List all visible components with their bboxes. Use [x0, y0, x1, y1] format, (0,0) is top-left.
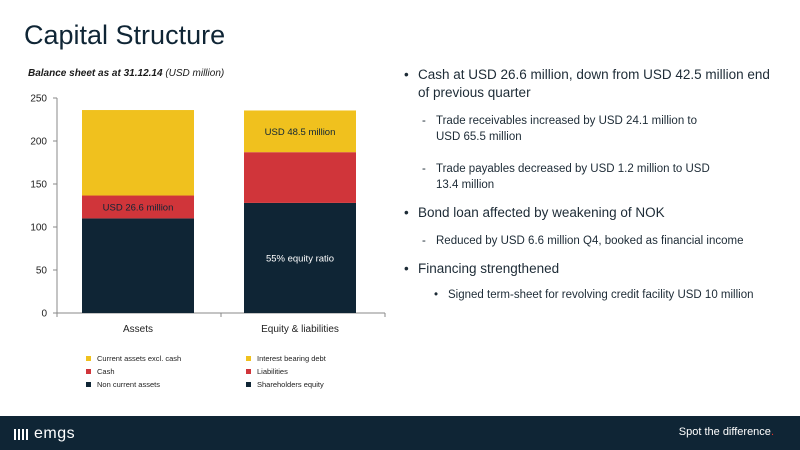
legend-label: Interest bearing debt — [257, 353, 326, 363]
dash-marker: - — [422, 115, 426, 127]
sub-bullet-item: - Trade payables decreased by USD 1.2 mi… — [422, 162, 722, 193]
footer-bar: emgs Spot the difference. — [0, 416, 800, 450]
bar-segment — [244, 152, 356, 203]
x-category-label: Assets — [123, 324, 153, 335]
legend-label: Current assets excl. cash — [97, 353, 182, 363]
bar-segment — [82, 218, 194, 313]
y-tick-label: 250 — [30, 94, 47, 105]
bullet-text: Cash at USD 26.6 million, down from USD … — [418, 67, 770, 100]
bar-segment — [244, 202, 356, 313]
bullet-item: • Financing strengthened — [404, 260, 774, 278]
sub-bullet-item: • Signed term-sheet for revolving credit… — [434, 288, 754, 304]
legend-label: Non current assets — [97, 379, 160, 389]
chart-heading-unit: (USD million) — [165, 68, 225, 79]
y-tick-label: 100 — [30, 223, 47, 234]
data-label: USD 26.6 million — [103, 202, 174, 213]
legend-item: Non current assets — [86, 378, 160, 390]
sub-bullet-text: Trade payables decreased by USD 1.2 mill… — [436, 163, 710, 191]
bullet-marker: • — [404, 261, 409, 276]
y-tick-label: 50 — [36, 266, 48, 277]
legend-item: Shareholders equity — [246, 378, 324, 390]
footer-tagline: Spot the difference. — [679, 426, 774, 438]
y-tick-label: 200 — [30, 137, 47, 148]
logo-text: emgs — [34, 425, 76, 442]
bullet-text: Financing strengthened — [418, 261, 560, 276]
legend-item: Cash — [86, 365, 115, 377]
legend-item: Interest bearing debt — [246, 352, 326, 364]
balance-sheet-chart: 0 50 100 150 200 250 Assets Equity & liabilitie… — [30, 94, 386, 335]
bullet-item: • Cash at USD 26.6 million, down from US… — [404, 66, 774, 101]
bullet-marker: • — [404, 67, 409, 82]
legend-swatch — [246, 381, 251, 387]
sub-bullet-item: - Trade receivables increased by USD 24.… — [422, 114, 722, 145]
sub-bullet-text: Signed term-sheet for revolving credit f… — [448, 289, 754, 301]
legend-swatch — [246, 355, 251, 361]
sub-bullet-text: Reduced by USD 6.6 million Q4, booked as… — [436, 235, 744, 247]
legend-swatch — [86, 381, 91, 387]
chart-heading: Balance sheet as at 31.12.14 (USD millio… — [28, 68, 224, 79]
bullet-marker: • — [404, 205, 409, 220]
legend-swatch — [246, 368, 251, 374]
data-label: USD 48.5 million — [265, 127, 336, 138]
legend-swatch — [86, 355, 91, 361]
tagline-dot: . — [770, 426, 774, 438]
legend-label: Liabilities — [257, 366, 288, 376]
data-label: 55% equity ratio — [266, 253, 334, 264]
legend-label: Shareholders equity — [257, 379, 324, 389]
bar-segment — [82, 110, 194, 196]
bullet-text: Bond loan affected by weakening of NOK — [418, 205, 665, 220]
bar-segment — [82, 195, 194, 219]
emgs-logo: emgs — [14, 425, 75, 443]
slide-title: Capital Structure — [24, 20, 226, 50]
y-tick-label: 0 — [41, 309, 47, 320]
legend-swatch — [86, 368, 91, 374]
bar-segment — [244, 110, 356, 153]
y-tick-label: 150 — [30, 180, 47, 191]
chart-heading-text: Balance sheet as at 31.12.14 — [28, 68, 163, 79]
dash-marker: - — [422, 235, 426, 247]
tagline-text: Spot the difference — [678, 426, 771, 438]
logo-mark-icon — [14, 428, 28, 440]
legend-item: Liabilities — [246, 365, 288, 377]
legend-item: Current assets excl. cash — [86, 352, 181, 364]
sub-bullet-item: - Reduced by USD 6.6 million Q4, booked … — [422, 234, 782, 250]
dash-marker: - — [422, 163, 426, 175]
sub-bullet-text: Trade receivables increased by USD 24.1 … — [436, 115, 698, 143]
x-category-label: Equity & liabilities — [261, 324, 339, 335]
chart-legend: Current assets excl. cash Interest beari… — [86, 352, 386, 392]
legend-label: Cash — [97, 366, 115, 376]
bullet-item: • Bond loan affected by weakening of NOK — [404, 204, 774, 222]
bullet-marker: • — [434, 289, 439, 301]
